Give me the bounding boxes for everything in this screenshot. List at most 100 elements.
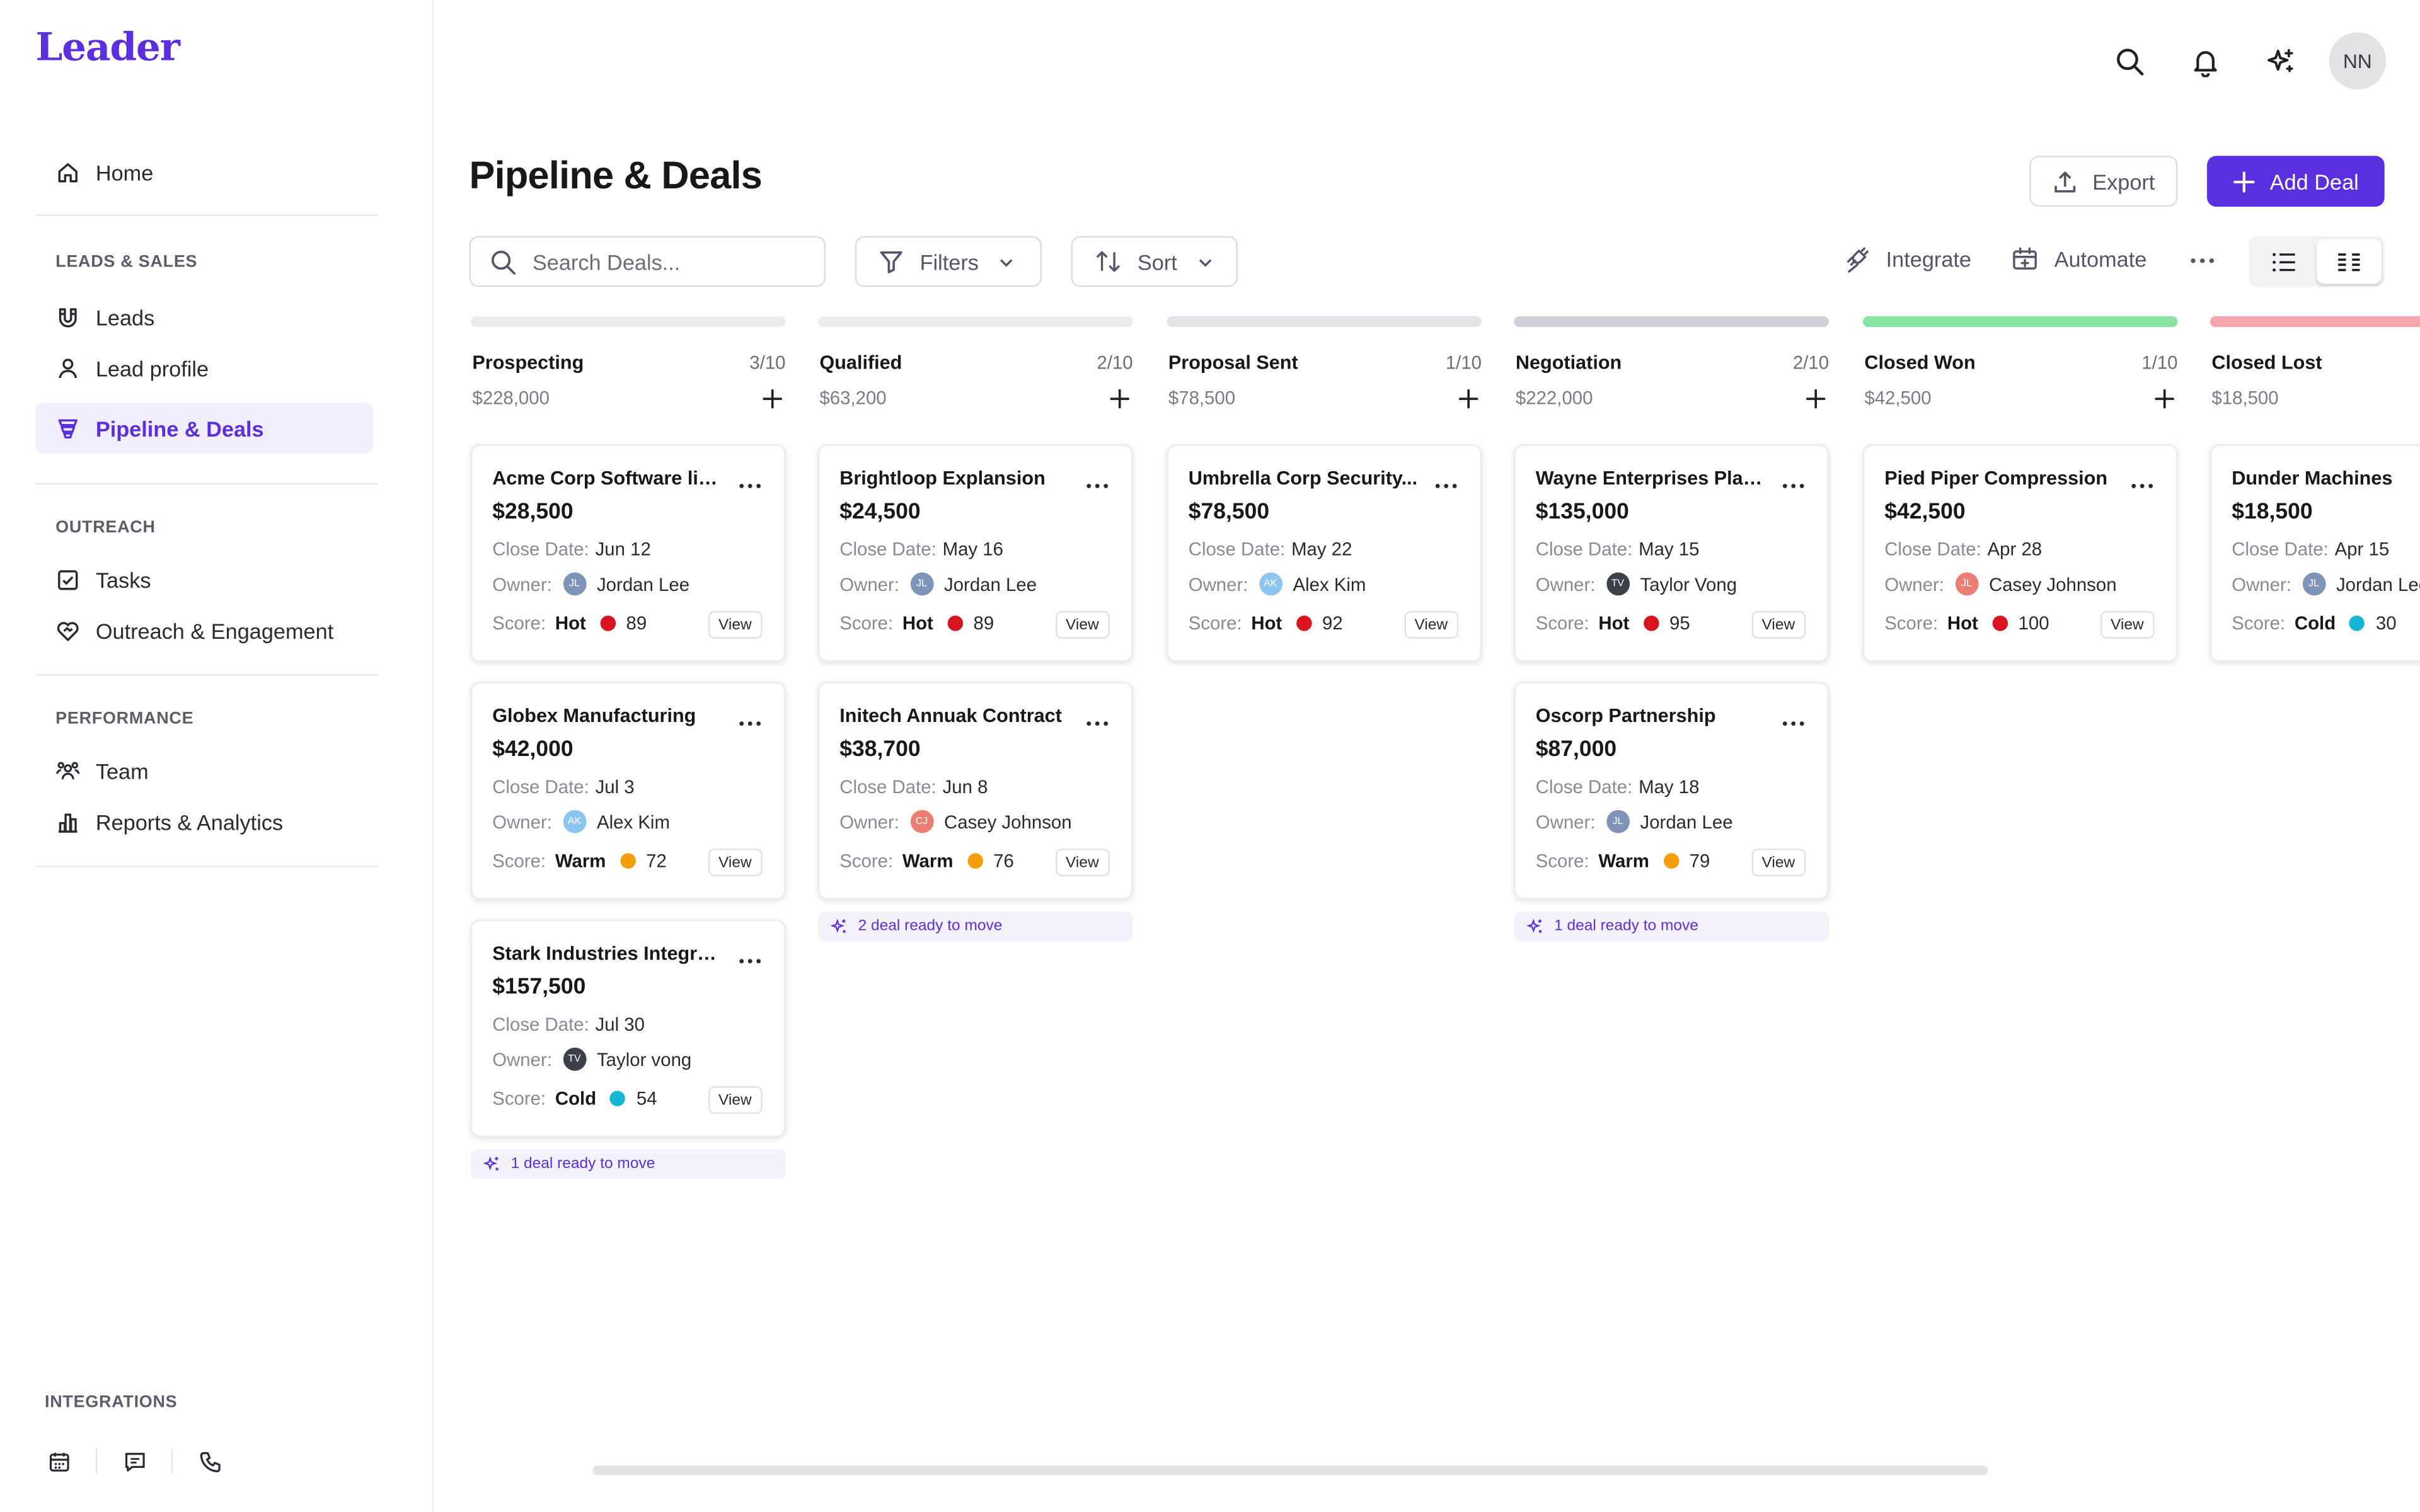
bell-icon[interactable] <box>2189 44 2223 78</box>
deal-title: Pied Piper Compression <box>1884 467 2108 490</box>
view-deal-button[interactable]: View <box>1751 610 1806 639</box>
close-date-value: May 18 <box>1639 775 1700 797</box>
automate-label: Automate <box>2054 246 2147 272</box>
owner-avatar: JL <box>563 572 586 596</box>
add-card-icon[interactable] <box>759 386 784 410</box>
view-deal-button[interactable]: View <box>707 610 763 639</box>
view-deal-button[interactable]: View <box>707 848 763 877</box>
owner-row: Owner: JL Jordan Lee <box>492 572 764 596</box>
add-card-icon[interactable] <box>1802 386 1827 410</box>
view-deal-button[interactable]: View <box>1054 610 1110 639</box>
score-value: 54 <box>636 1087 657 1109</box>
add-card-icon[interactable] <box>2152 386 2176 410</box>
close-date-row: Close Date: May 18 <box>1536 774 1807 798</box>
score-indicator-dot <box>1663 853 1679 869</box>
close-date-row: Close Date: Apr 15 <box>2232 537 2420 560</box>
more-options-icon[interactable] <box>738 708 763 736</box>
column-total: $228,000 <box>472 387 550 409</box>
deal-card[interactable]: Wayne Enterprises Platf... $135,000 Clos… <box>1514 444 1829 662</box>
more-options-icon[interactable] <box>2189 247 2216 282</box>
more-options-icon[interactable] <box>1781 708 1806 736</box>
export-label: Export <box>2092 169 2155 194</box>
deal-amount: $42,500 <box>1884 500 1966 525</box>
deal-card[interactable]: Dunder Machines $18,500 Close Date: Apr 1… <box>2210 444 2420 662</box>
add-card-icon[interactable] <box>1107 386 1131 410</box>
sidebar-item-label: Tasks <box>95 567 151 592</box>
deal-card[interactable]: Oscorp Partnership $87,000 Close Date: Ma… <box>1514 682 1829 900</box>
calendar-icon[interactable] <box>45 1447 72 1475</box>
ready-to-move-banner[interactable]: 1 deal ready to move <box>1514 912 1829 941</box>
horizontal-scrollbar[interactable] <box>592 1465 1988 1475</box>
integrate-button[interactable]: Integrate <box>1843 245 1971 273</box>
score-label-text: Score: <box>492 612 546 634</box>
owner-label: Owner: <box>492 1048 552 1070</box>
sidebar-item-pipeline-deals[interactable]: Pipeline & Deals <box>35 403 374 454</box>
add-deal-button[interactable]: Add Deal <box>2207 156 2385 207</box>
owner-row: Owner: AK Alex Kim <box>492 810 764 833</box>
sidebar-item-leads[interactable]: Leads <box>35 292 373 343</box>
owner-label: Owner: <box>1188 573 1248 595</box>
list-view-button[interactable] <box>2252 239 2317 284</box>
more-options-icon[interactable] <box>1085 471 1110 498</box>
view-deal-button[interactable]: View <box>707 1086 763 1114</box>
sidebar-item-outreach-engagement[interactable]: Outreach & Engagement <box>35 605 373 656</box>
phone-icon[interactable] <box>196 1447 224 1475</box>
deal-card[interactable]: Globex Manufacturing $42,000 Close Date:… <box>470 682 786 900</box>
view-deal-button[interactable]: View <box>2099 610 2155 639</box>
sidebar-item-team[interactable]: Team <box>35 745 373 796</box>
sort-dropdown[interactable]: Sort <box>1071 236 1238 287</box>
owner-row: Owner: JL Casey Johnson <box>1884 572 2156 596</box>
more-options-icon[interactable] <box>2130 471 2155 498</box>
export-button[interactable]: Export <box>2029 156 2178 207</box>
score-row: Score: Cold 54 <box>492 1085 764 1113</box>
more-options-icon[interactable] <box>1434 471 1458 498</box>
ready-to-move-text: 1 deal ready to move <box>510 1155 655 1173</box>
user-icon <box>55 355 80 380</box>
score-indicator-dot <box>947 616 963 631</box>
close-date-row: Close Date: Jul 30 <box>492 1012 764 1036</box>
sidebar-item-reports-analytics[interactable]: Reports & Analytics <box>35 796 373 847</box>
close-date-value: Apr 15 <box>2334 537 2390 559</box>
owner-avatar: JL <box>1955 572 1978 596</box>
score-indicator-dot <box>1643 616 1659 631</box>
deal-card[interactable]: Acme Corp Software lic... $28,500 Close … <box>470 444 786 662</box>
search-icon[interactable] <box>2113 44 2147 78</box>
score-level: Warm <box>902 850 954 872</box>
sidebar-item-home[interactable]: Home <box>35 147 373 198</box>
app-logo[interactable]: Leader <box>35 25 180 70</box>
sidebar-item-lead-profile[interactable]: Lead profile <box>35 343 373 394</box>
deal-card[interactable]: Initech Annuak Contract $38,700 Close Da… <box>817 682 1133 900</box>
view-deal-button[interactable]: View <box>1054 848 1110 877</box>
view-deal-button[interactable]: View <box>1403 610 1459 639</box>
owner-label: Owner: <box>839 573 899 595</box>
owner-avatar: AK <box>1259 572 1282 596</box>
deal-card[interactable]: Brightloop Explansion $24,500 Close Date… <box>817 444 1133 662</box>
more-options-icon[interactable] <box>1085 708 1110 736</box>
score-level: Cold <box>555 1087 597 1109</box>
more-options-icon[interactable] <box>738 946 763 973</box>
board-view-button[interactable] <box>2316 239 2382 284</box>
more-options-icon[interactable] <box>738 471 763 498</box>
view-deal-button[interactable]: View <box>1751 848 1806 877</box>
filters-dropdown[interactable]: Filters <box>855 236 1042 287</box>
sidebar-item-label: Leads <box>95 304 155 329</box>
score-level: Warm <box>1598 850 1649 872</box>
ready-to-move-banner[interactable]: 2 deal ready to move <box>817 912 1133 941</box>
deal-card[interactable]: Stark Industries Integrat... $157,500 Cl… <box>470 919 786 1137</box>
sidebar-item-tasks[interactable]: Tasks <box>35 554 373 605</box>
plug-icon <box>1847 247 1869 273</box>
more-options-icon[interactable] <box>1781 471 1806 498</box>
search-input[interactable] <box>532 249 810 274</box>
user-avatar[interactable]: NN <box>2329 32 2387 90</box>
close-date-label: Close Date: <box>492 1012 589 1035</box>
chat-icon[interactable] <box>120 1447 148 1475</box>
ready-to-move-banner[interactable]: 1 deal ready to move <box>470 1149 786 1179</box>
add-card-icon[interactable] <box>1455 386 1480 410</box>
deal-card[interactable]: Pied Piper Compression $42,500 Close Dat… <box>1862 444 2178 662</box>
deal-card[interactable]: Umbrella Corp Security... $78,500 Close … <box>1167 444 1482 662</box>
ready-to-move-text: 2 deal ready to move <box>858 918 1003 936</box>
sparkle-icon[interactable] <box>2264 44 2298 78</box>
owner-name: Jordan Lee <box>2336 573 2420 595</box>
automate-button[interactable]: Automate <box>2011 245 2146 273</box>
deal-amount: $24,500 <box>839 500 921 525</box>
